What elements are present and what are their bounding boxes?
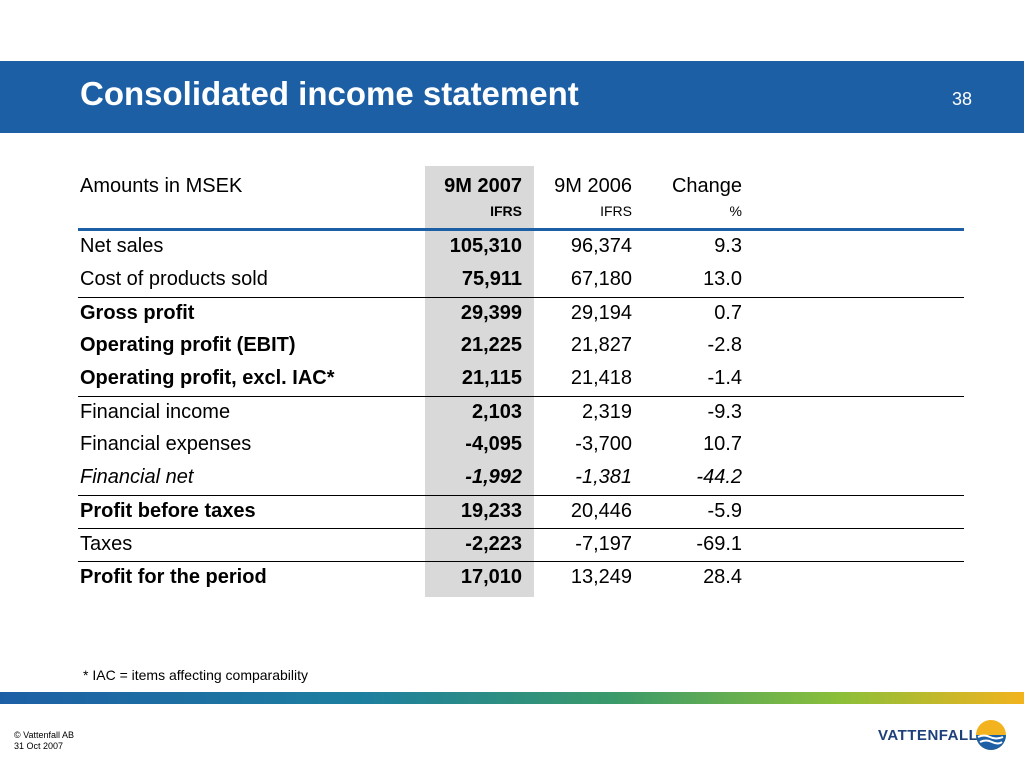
- row-label: Profit before taxes: [80, 500, 256, 522]
- row-change: -5.9: [707, 500, 742, 522]
- table-row: Operating profit (EBIT) 21,225 21,827 -2…: [78, 330, 964, 363]
- vattenfall-logo-text: VATTENFALL: [878, 727, 979, 744]
- vattenfall-logo-icon: [976, 720, 1006, 750]
- title-bar: Consolidated income statement 38: [0, 61, 1024, 133]
- row-label: Operating profit, excl. IAC*: [80, 367, 335, 389]
- row-change: -1.4: [707, 367, 742, 389]
- row-change: 10.7: [703, 433, 742, 455]
- row-label: Financial income: [80, 401, 231, 423]
- row-value-2006: 67,180: [570, 268, 632, 290]
- row-value-2006: 20,446: [570, 500, 632, 522]
- table-row: Operating profit, excl. IAC* 21,115 21,4…: [78, 363, 964, 396]
- row-label: Operating profit (EBIT): [80, 334, 296, 356]
- table-row: Financial expenses -4,095 -3,700 10.7: [78, 429, 964, 462]
- income-statement-table: Amounts in MSEK 9M 2007 IFRS 9M 2006 IFR…: [78, 166, 964, 594]
- header-9m-2006: 9M 2006: [554, 175, 632, 197]
- row-label: Net sales: [80, 235, 164, 257]
- row-value-2006: 96,374: [570, 235, 632, 257]
- row-value-2006: -7,197: [575, 533, 632, 555]
- footnote: * IAC = items affecting comparability: [83, 667, 309, 683]
- row-change: 28.4: [703, 566, 742, 588]
- table-row: Profit before taxes 19,233 20,446 -5.9: [78, 495, 964, 528]
- row-change: -9.3: [707, 401, 742, 423]
- row-value-2007: 19,233: [460, 500, 522, 522]
- row-value-2006: -1,381: [575, 466, 632, 488]
- row-value-2007: 2,103: [471, 401, 522, 423]
- row-value-2006: 13,249: [570, 566, 632, 588]
- copyright-text: © Vattenfall AB: [14, 730, 74, 740]
- header-9m-2006-sub: IFRS: [600, 203, 632, 219]
- row-value-2006: -3,700: [575, 433, 632, 455]
- table-row: Financial income 2,103 2,319 -9.3: [78, 396, 964, 429]
- row-value-2006: 21,418: [570, 367, 632, 389]
- row-value-2007: 75,911: [461, 268, 522, 290]
- row-value-2007: 105,310: [449, 235, 522, 257]
- row-label: Financial expenses: [80, 433, 252, 455]
- row-label: Gross profit: [80, 302, 195, 324]
- row-change: 9.3: [714, 235, 742, 257]
- header-amounts: Amounts in MSEK: [80, 175, 243, 197]
- row-label: Profit for the period: [80, 566, 267, 588]
- table-row: Profit for the period 17,010 13,249 28.4: [78, 561, 964, 594]
- page-number: 38: [951, 89, 972, 109]
- slide-date: 31 Oct 2007: [14, 741, 64, 751]
- row-value-2007: -4,095: [465, 433, 522, 455]
- row-value-2006: 21,827: [570, 334, 632, 356]
- table-row: Net sales 105,310 96,374 9.3: [78, 231, 964, 264]
- row-change: -69.1: [696, 533, 742, 555]
- slide-title: Consolidated income statement: [80, 75, 579, 112]
- row-value-2006: 29,194: [570, 302, 632, 324]
- table-header: Amounts in MSEK 9M 2007 IFRS 9M 2006 IFR…: [78, 166, 964, 231]
- row-label: Cost of products sold: [80, 268, 268, 290]
- gradient-divider: [0, 692, 1024, 704]
- row-value-2007: 29,399: [460, 302, 522, 324]
- row-label: Financial net: [80, 466, 194, 488]
- table-row: Gross profit 29,399 29,194 0.7: [78, 297, 964, 330]
- header-change-sub: %: [729, 203, 742, 219]
- table-row: Taxes -2,223 -7,197 -69.1: [78, 528, 964, 561]
- row-label: Taxes: [80, 533, 133, 555]
- row-value-2007: 21,225: [460, 334, 522, 356]
- header-9m-2007: 9M 2007: [444, 175, 522, 197]
- row-change: 13.0: [703, 268, 742, 290]
- table-row: Cost of products sold 75,911 67,180 13.0: [78, 264, 964, 297]
- row-value-2007: -1,992: [465, 466, 522, 488]
- header-change: Change: [671, 175, 742, 197]
- row-value-2007: 17,010: [460, 566, 522, 588]
- row-value-2007: -2,223: [465, 533, 522, 555]
- row-change: -44.2: [696, 466, 742, 488]
- table-row: Financial net -1,992 -1,381 -44.2: [78, 462, 964, 495]
- current-period-highlight: [425, 166, 534, 597]
- row-change: 0.7: [714, 302, 742, 324]
- header-9m-2007-sub: IFRS: [490, 203, 522, 219]
- row-change: -2.8: [707, 334, 742, 356]
- copyright-block: © Vattenfall AB 31 Oct 2007: [14, 730, 74, 752]
- row-value-2006: 2,319: [581, 401, 632, 423]
- row-value-2007: 21,115: [461, 367, 522, 389]
